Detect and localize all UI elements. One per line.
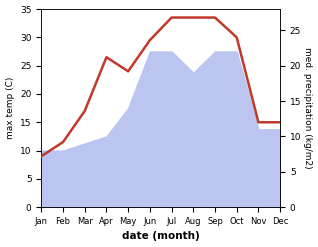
Y-axis label: max temp (C): max temp (C): [5, 77, 15, 139]
X-axis label: date (month): date (month): [122, 231, 200, 242]
Y-axis label: med. precipitation (kg/m2): med. precipitation (kg/m2): [303, 47, 313, 169]
